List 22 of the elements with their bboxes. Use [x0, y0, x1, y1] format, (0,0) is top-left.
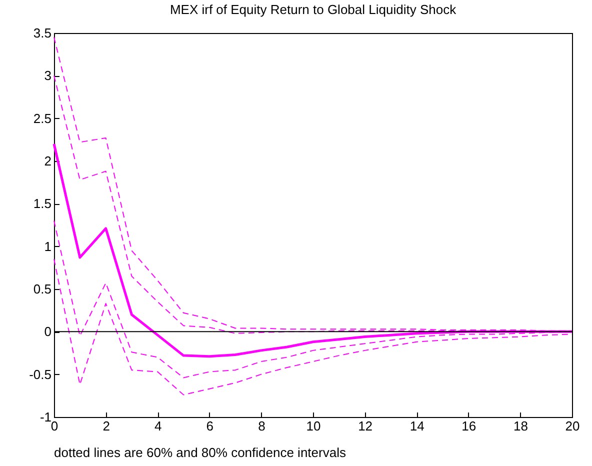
y-tick-label: 3: [44, 68, 52, 84]
x-tick-label: 6: [206, 418, 214, 434]
x-tick-label: 4: [154, 418, 162, 434]
x-tick-label: 18: [513, 418, 528, 434]
chart-title: MEX irf of Equity Return to Global Liquidity Shock: [170, 2, 457, 17]
y-tick-label: -1: [40, 410, 52, 424]
y-tick-label: 1.5: [33, 196, 52, 212]
y-tick-label: 2.5: [33, 110, 52, 126]
x-tick-label: 20: [565, 418, 580, 434]
x-tick-label: 14: [410, 418, 424, 434]
x-tick-label: 10: [306, 418, 321, 434]
text: dotted lines are 60% and 80% confidence intervals: [54, 445, 346, 460]
y-tick-label: 0: [44, 324, 52, 340]
x-tick-label: 12: [358, 418, 373, 434]
y-tick-label: 2: [44, 154, 52, 168]
x-tick-label: 8: [258, 418, 266, 434]
x-tick-label: 16: [462, 418, 476, 434]
x-tick-label: 2: [102, 418, 110, 434]
y-tick-label: 3.5: [33, 26, 52, 40]
y-tick-label: 0.5: [33, 282, 52, 296]
y-tick-label: 1: [44, 238, 52, 254]
y-tick-label: -0.5: [29, 366, 52, 382]
